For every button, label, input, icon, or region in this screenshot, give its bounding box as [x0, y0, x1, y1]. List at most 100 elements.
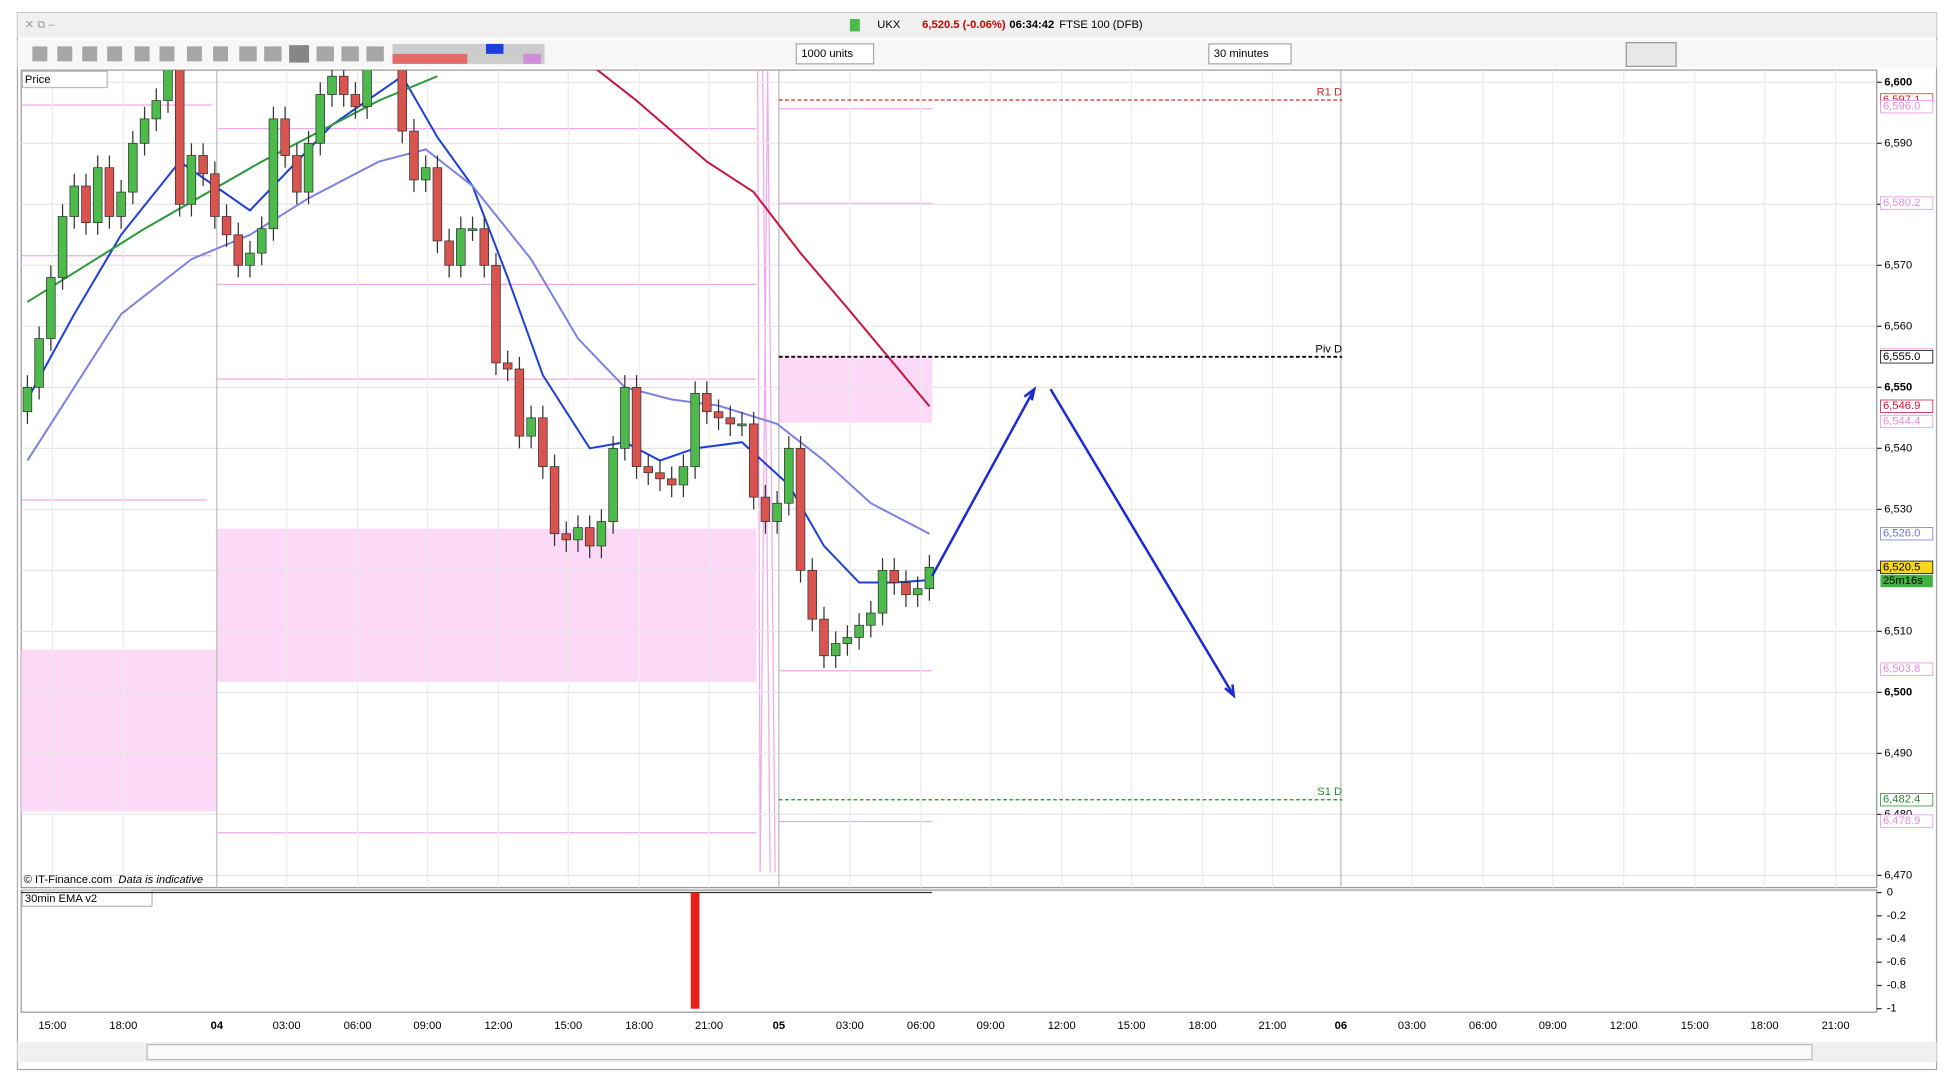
candle-body — [151, 100, 162, 120]
candle-body — [104, 167, 115, 217]
candle-body — [549, 466, 560, 535]
units[interactable]: 1000 units — [801, 48, 853, 60]
candle-body — [819, 618, 829, 657]
candle-body — [924, 566, 935, 590]
candle-body — [397, 70, 408, 132]
x-tick-label: 15:00 — [1681, 1020, 1709, 1032]
x-tick-label: 06:00 — [1469, 1020, 1497, 1032]
x-tick-label: 03:00 — [836, 1020, 864, 1032]
countdown-box — [1880, 574, 1933, 588]
candle-body — [561, 533, 571, 541]
candle-body — [327, 75, 337, 95]
price-label-box — [1880, 100, 1934, 114]
candle-body — [596, 521, 607, 547]
price-label-box — [1880, 350, 1934, 364]
candle-body — [784, 447, 794, 504]
units-dropdown[interactable] — [795, 43, 875, 65]
y-tick-label: -0.4 — [1887, 933, 1906, 945]
candle-body — [502, 362, 513, 370]
candle-body — [830, 643, 841, 657]
indicator-pane — [20, 889, 1878, 1013]
candle-body — [233, 234, 244, 266]
candle-body — [315, 94, 326, 144]
x-tick-label: 03:00 — [1398, 1020, 1426, 1032]
x-tick-label: 12:00 — [1048, 1020, 1076, 1032]
candle-body — [34, 338, 44, 388]
countdown: 25m16s — [1883, 575, 1923, 587]
candle-body — [514, 368, 525, 437]
price-label: 6,555.0 — [1883, 351, 1920, 363]
candle-body — [866, 612, 876, 626]
y-tick-label: 6,540 — [1884, 442, 1912, 454]
candle-body — [690, 393, 700, 468]
window-controls[interactable]: ✕ ⧉ – — [25, 19, 56, 31]
y-tick-label: -0.8 — [1887, 979, 1906, 991]
tool-icons[interactable] — [32, 45, 384, 63]
interval[interactable]: 30 minutes — [1214, 48, 1269, 60]
price-panel-title: Price — [25, 74, 51, 86]
candle-body — [467, 228, 478, 231]
candle-body — [655, 472, 665, 480]
toolbar — [17, 40, 1937, 68]
clock: 06:34:42 — [1009, 19, 1054, 31]
candle-body — [116, 191, 126, 217]
interval-dropdown[interactable] — [1208, 43, 1292, 65]
symbol[interactable]: UKX — [877, 19, 901, 31]
x-tick-label: 09:00 — [413, 1020, 441, 1032]
x-tick-label: 15:00 — [1118, 1020, 1146, 1032]
price-label-box — [1880, 814, 1934, 828]
x-tick-label: 21:00 — [1258, 1020, 1286, 1032]
x-tick-label: 15:00 — [38, 1020, 66, 1032]
price-label-box — [1880, 414, 1934, 429]
candle-body — [350, 94, 361, 108]
pivot-label: Piv D — [1315, 343, 1342, 355]
candle-body — [268, 118, 279, 230]
y-tick-label: 0 — [1887, 887, 1893, 899]
price-label-box — [1880, 399, 1934, 413]
price-label-box — [1880, 662, 1934, 676]
price-label: 6,596.0 — [1883, 101, 1920, 113]
candle-body — [666, 478, 677, 486]
candle-body — [538, 417, 548, 468]
note: Data is indicative — [118, 874, 203, 886]
color-palette[interactable] — [392, 43, 545, 64]
candle-body — [198, 155, 208, 175]
y-tick-label: -0.6 — [1887, 956, 1906, 968]
title-bar — [17, 12, 1937, 38]
candle-body — [631, 386, 642, 468]
candle-body — [174, 70, 185, 205]
candle-body — [748, 423, 759, 498]
candle-body — [280, 118, 290, 156]
candle-body — [807, 569, 817, 620]
series-layer — [21, 70, 1877, 888]
candle-body — [186, 155, 197, 205]
x-tick-label: 03:00 — [273, 1020, 301, 1032]
candle-body — [338, 75, 349, 95]
zones — [21, 70, 933, 873]
candle-body — [256, 228, 267, 254]
candle-body — [362, 70, 372, 108]
price-label: 6,520.5 — [1883, 561, 1920, 573]
candle-body — [877, 569, 888, 614]
indicator-bar — [690, 892, 700, 1009]
y-tick-label: 6,560 — [1884, 320, 1912, 332]
source: © IT-Finance.com — [24, 874, 113, 886]
moving-average — [595, 70, 931, 407]
candle-body — [303, 142, 314, 193]
y-tick-label: -1 — [1887, 1003, 1897, 1015]
y-tick-label: 6,510 — [1884, 625, 1912, 637]
candle-body — [573, 527, 583, 541]
candle-body — [526, 417, 536, 437]
candle-body — [854, 624, 864, 638]
scroll-track[interactable] — [146, 1043, 1813, 1061]
y-tick-label: -0.2 — [1887, 910, 1906, 922]
candle-body — [584, 527, 595, 547]
candle-body — [702, 393, 712, 413]
candle-body — [128, 142, 138, 193]
candle-body — [46, 277, 56, 339]
chart-type-button[interactable] — [1625, 42, 1677, 67]
candle-body — [643, 466, 653, 474]
candle-body — [491, 264, 501, 364]
candle-body — [245, 252, 255, 266]
indicator-title: 30min EMA v2 — [25, 893, 97, 905]
